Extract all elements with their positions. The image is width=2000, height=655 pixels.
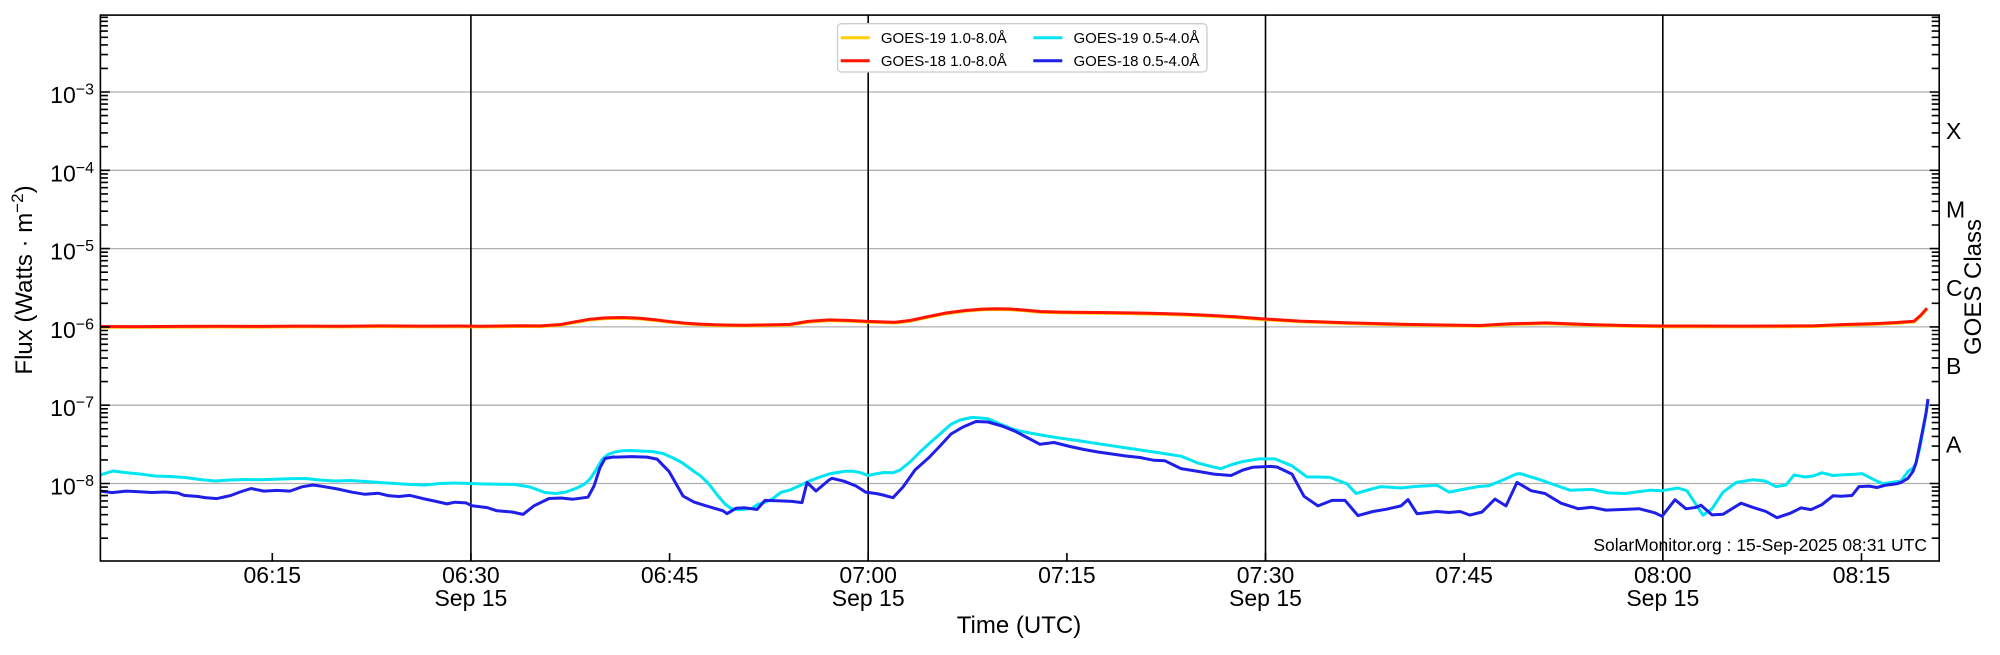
svg-text:C: C xyxy=(1946,275,1963,301)
svg-text:A: A xyxy=(1946,431,1962,457)
svg-text:SolarMonitor.org : 15-Sep-2025: SolarMonitor.org : 15-Sep-2025 08:31 UTC xyxy=(1593,535,1927,555)
svg-text:08:15: 08:15 xyxy=(1833,562,1891,588)
svg-text:07:00: 07:00 xyxy=(839,562,897,588)
svg-text:GOES-19 1.0-8.0Å: GOES-19 1.0-8.0Å xyxy=(881,30,1007,47)
svg-text:X: X xyxy=(1946,118,1961,144)
svg-text:06:30: 06:30 xyxy=(442,562,500,588)
svg-text:10−3: 10−3 xyxy=(50,82,94,109)
svg-text:07:15: 07:15 xyxy=(1038,562,1096,588)
svg-text:Sep 15: Sep 15 xyxy=(1626,585,1699,611)
svg-text:Time (UTC): Time (UTC) xyxy=(957,612,1081,639)
svg-text:GOES-19 0.5-4.0Å: GOES-19 0.5-4.0Å xyxy=(1074,30,1200,47)
svg-text:07:30: 07:30 xyxy=(1237,562,1295,588)
svg-text:06:45: 06:45 xyxy=(641,562,699,588)
svg-text:Sep 15: Sep 15 xyxy=(1229,585,1302,611)
svg-text:B: B xyxy=(1946,353,1961,379)
svg-text:GOES-18 0.5-4.0Å: GOES-18 0.5-4.0Å xyxy=(1074,53,1200,70)
svg-text:07:45: 07:45 xyxy=(1435,562,1493,588)
svg-text:10−5: 10−5 xyxy=(50,238,94,265)
svg-text:Flux (Watts · m−2): Flux (Watts · m−2) xyxy=(8,185,38,374)
svg-text:Sep 15: Sep 15 xyxy=(832,585,905,611)
svg-text:08:00: 08:00 xyxy=(1634,562,1692,588)
svg-text:06:15: 06:15 xyxy=(244,562,302,588)
svg-text:Sep 15: Sep 15 xyxy=(434,585,507,611)
svg-text:M: M xyxy=(1946,196,1965,222)
svg-text:GOES Class: GOES Class xyxy=(1960,219,1987,355)
svg-text:GOES-18 1.0-8.0Å: GOES-18 1.0-8.0Å xyxy=(881,53,1007,70)
